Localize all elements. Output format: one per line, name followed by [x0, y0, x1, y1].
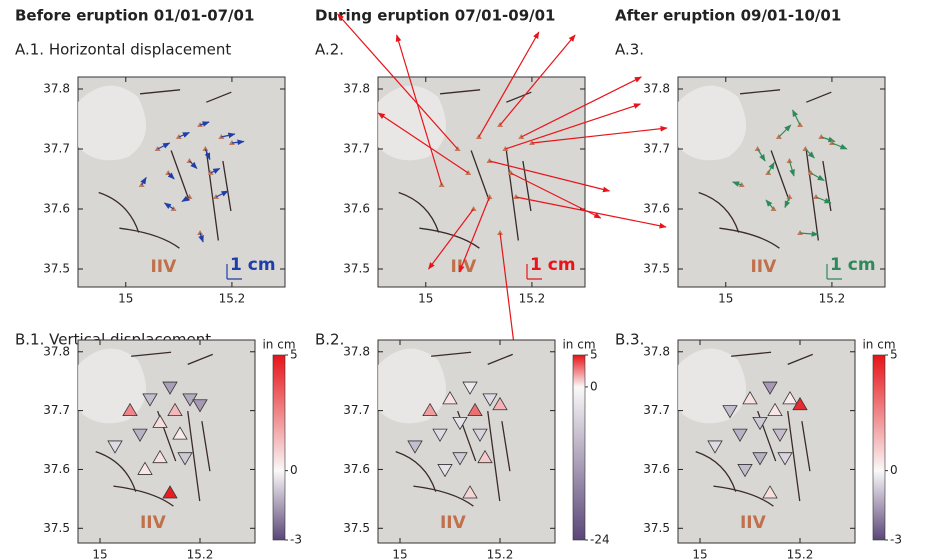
x-tick-label: 15 [692, 548, 707, 560]
volcano-label: IIV [440, 513, 467, 533]
panel-title: A.3. [615, 41, 644, 59]
x-tick-label: 15 [392, 548, 407, 560]
x-tick-label: 15.2 [187, 548, 214, 560]
colorbar-tick-label: 0 [590, 379, 598, 393]
panel-title: A.1. Horizontal displacement [15, 41, 231, 59]
colorbar-tick-label: 5 [890, 348, 898, 362]
volcano-relief [678, 349, 746, 424]
scale-label: 1 cm [530, 255, 576, 275]
column-header: During eruption 07/01-09/01 [315, 7, 556, 25]
x-tick-label: 15.2 [219, 292, 246, 306]
scale-label: 1 cm [830, 255, 876, 275]
y-tick-label: 37.8 [643, 344, 670, 358]
volcano-label: IIV [150, 257, 177, 277]
x-tick-label: 15.2 [787, 548, 814, 560]
volcano-relief [78, 349, 146, 424]
y-tick-label: 37.5 [43, 521, 70, 535]
y-tick-label: 37.8 [643, 82, 670, 96]
volcano-label: IIV [750, 257, 777, 277]
panel-title: B.2. [315, 331, 344, 349]
y-tick-label: 37.7 [43, 142, 70, 156]
colorbar-tick-label: 5 [290, 348, 298, 362]
y-tick-label: 37.6 [343, 202, 370, 216]
colorbar-tick-label: -3 [290, 533, 302, 547]
volcano-relief [678, 86, 746, 161]
colorbar-tick-label: -3 [890, 533, 902, 547]
colorbar-tick-label: 5 [590, 348, 598, 362]
y-tick-label: 37.7 [643, 142, 670, 156]
y-tick-label: 37.7 [43, 403, 70, 417]
colorbar-tick-label: -24 [590, 533, 610, 547]
y-tick-label: 37.8 [43, 82, 70, 96]
y-tick-label: 37.7 [343, 142, 370, 156]
y-tick-label: 37.5 [343, 262, 370, 276]
x-tick-label: 15 [718, 292, 733, 306]
figure: Before eruption 01/01-07/01 A.1. Horizont… [0, 0, 927, 560]
colorbar-tick-label: 0 [290, 463, 298, 477]
colorbar [273, 355, 285, 540]
x-tick-label: 15 [92, 548, 107, 560]
x-tick-label: 15.2 [519, 292, 546, 306]
colorbar-tick-label: 0 [890, 463, 898, 477]
colorbar [573, 355, 585, 540]
volcano-relief [378, 349, 446, 424]
y-tick-label: 37.5 [643, 521, 670, 535]
colorbar [873, 355, 885, 540]
y-tick-label: 37.8 [343, 82, 370, 96]
y-tick-label: 37.8 [343, 344, 370, 358]
y-tick-label: 37.5 [343, 521, 370, 535]
y-tick-label: 37.5 [643, 262, 670, 276]
y-tick-label: 37.7 [643, 403, 670, 417]
x-tick-label: 15.2 [487, 548, 514, 560]
volcano-label: IIV [140, 513, 167, 533]
y-tick-label: 37.6 [643, 202, 670, 216]
y-tick-label: 37.6 [43, 202, 70, 216]
x-tick-label: 15 [118, 292, 133, 306]
panel-title: B.3. [615, 331, 644, 349]
y-tick-label: 37.6 [343, 462, 370, 476]
column-header: After eruption 09/01-10/01 [615, 7, 841, 25]
y-tick-label: 37.6 [43, 462, 70, 476]
panel-title: A.2. [315, 41, 344, 59]
y-tick-label: 37.7 [343, 403, 370, 417]
column-header: Before eruption 01/01-07/01 [15, 7, 254, 25]
volcano-label: IIV [740, 513, 767, 533]
x-tick-label: 15 [418, 292, 433, 306]
scale-label: 1 cm [230, 255, 276, 275]
y-tick-label: 37.8 [43, 344, 70, 358]
x-tick-label: 15.2 [819, 292, 846, 306]
y-tick-label: 37.5 [43, 262, 70, 276]
volcano-relief [78, 86, 146, 161]
y-tick-label: 37.6 [643, 462, 670, 476]
